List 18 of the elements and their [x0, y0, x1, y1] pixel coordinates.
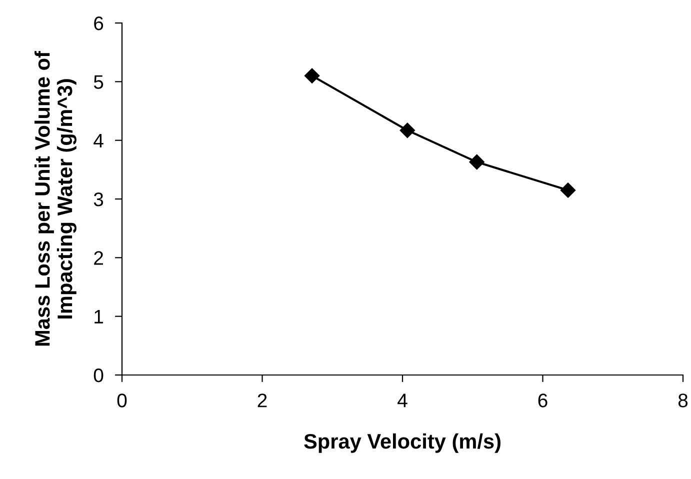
point	[469, 154, 484, 170]
x-tick-label: 8	[678, 394, 688, 408]
y-tick-label: 5	[94, 75, 104, 89]
x-tick-label: 2	[258, 394, 267, 408]
x-tick-label: 4	[398, 394, 408, 408]
y-tick-label: 2	[94, 251, 103, 265]
y-axis-title: Mass Loss per Unit Volume of Impacting Water (g/m^3)	[34, 50, 76, 346]
point	[560, 182, 576, 198]
x-tick-label: 0	[117, 394, 127, 408]
y-tick-label: 0	[94, 368, 104, 382]
x-axis-title: Spray Velocity (m/s)	[304, 433, 500, 453]
y-tick-label: 4	[94, 134, 104, 148]
point	[400, 122, 415, 138]
y-tick-label: 6	[94, 16, 104, 30]
point	[304, 68, 320, 84]
y-tick-label: 1	[94, 310, 103, 324]
x-tick-label: 6	[538, 394, 548, 408]
y-tick-label: 3	[94, 192, 104, 206]
